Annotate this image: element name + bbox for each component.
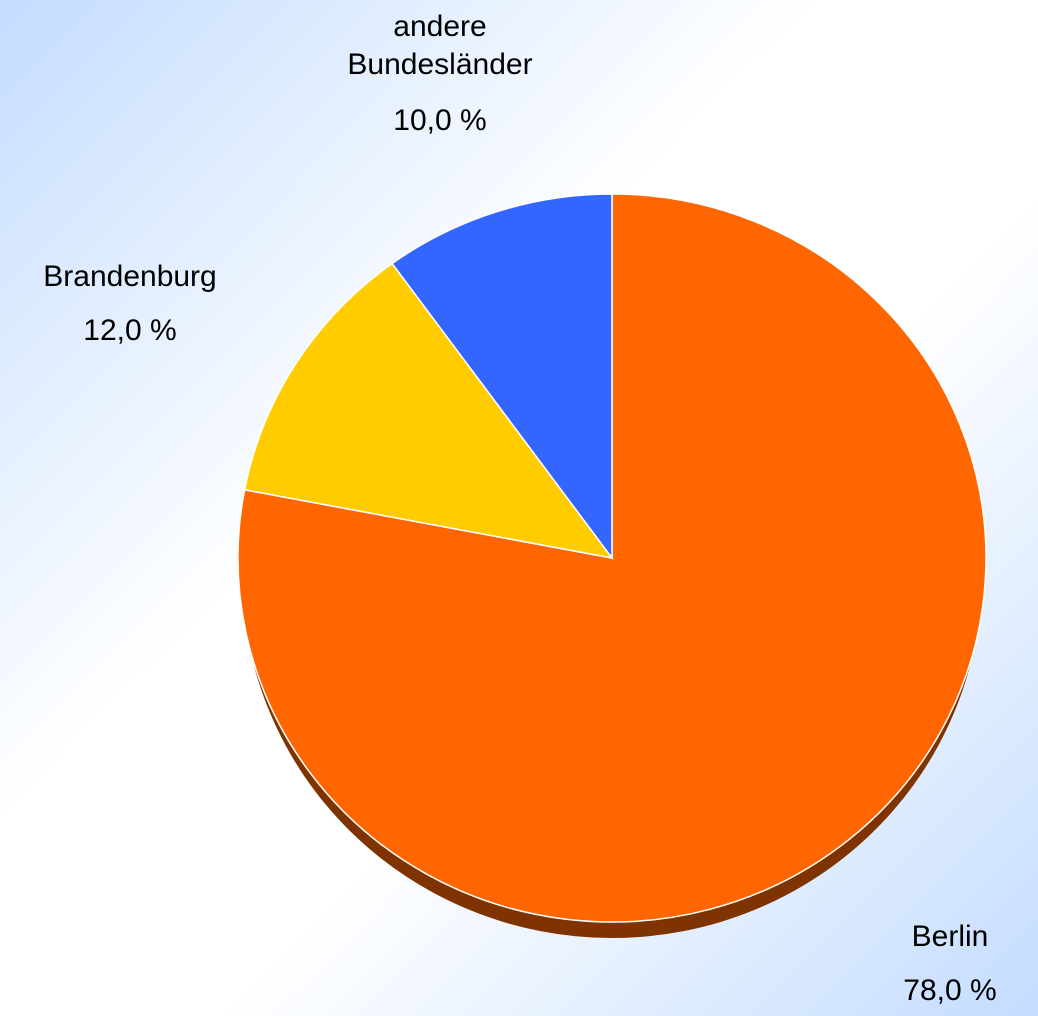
slice-label: andere Bundesländer 10,0 % (310, 8, 570, 140)
value-label: 12,0 % (83, 314, 177, 347)
pie-slice (243, 262, 614, 560)
pie-slice (391, 193, 613, 561)
value-label: 78,0 % (903, 974, 997, 1007)
value-label: 10,0 % (393, 104, 487, 137)
category-name: andere Bundesländer (347, 10, 533, 81)
category-name: Berlin (911, 920, 989, 953)
category-name: Brandenburg (43, 260, 217, 293)
slice-label: Brandenburg 12,0 % (0, 258, 260, 350)
slice-label: Berlin 78,0 % (840, 918, 1038, 1010)
